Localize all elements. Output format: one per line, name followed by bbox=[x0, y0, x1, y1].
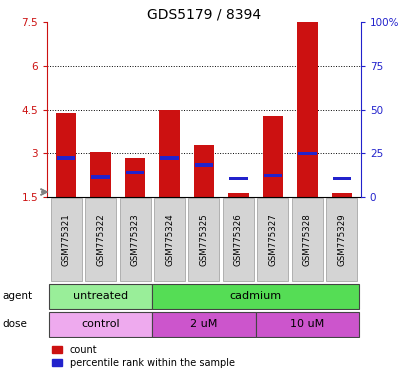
Text: agent: agent bbox=[2, 291, 32, 301]
Bar bbox=[124, 158, 145, 197]
Bar bbox=[56, 113, 76, 197]
FancyBboxPatch shape bbox=[255, 312, 358, 337]
Text: GSM775323: GSM775323 bbox=[130, 214, 139, 266]
Title: GDS5179 / 8394: GDS5179 / 8394 bbox=[146, 7, 261, 21]
Bar bbox=[263, 174, 281, 177]
FancyBboxPatch shape bbox=[154, 198, 184, 281]
FancyBboxPatch shape bbox=[49, 312, 152, 337]
FancyBboxPatch shape bbox=[49, 284, 152, 309]
Bar bbox=[126, 171, 144, 174]
Text: dose: dose bbox=[2, 319, 27, 329]
Legend: count, percentile rank within the sample: count, percentile rank within the sample bbox=[52, 345, 234, 368]
FancyBboxPatch shape bbox=[119, 198, 150, 281]
Text: 10 uM: 10 uM bbox=[290, 319, 324, 329]
FancyBboxPatch shape bbox=[152, 284, 358, 309]
FancyBboxPatch shape bbox=[188, 198, 219, 281]
Text: GSM775325: GSM775325 bbox=[199, 214, 208, 266]
FancyBboxPatch shape bbox=[257, 198, 288, 281]
Text: GSM775322: GSM775322 bbox=[96, 214, 105, 266]
Text: GSM775327: GSM775327 bbox=[268, 214, 277, 266]
FancyBboxPatch shape bbox=[85, 198, 116, 281]
Text: control: control bbox=[81, 319, 119, 329]
Bar bbox=[57, 156, 75, 160]
Text: GSM775328: GSM775328 bbox=[302, 214, 311, 266]
Bar bbox=[262, 116, 283, 197]
Bar bbox=[332, 177, 350, 180]
Text: GSM775324: GSM775324 bbox=[164, 214, 173, 266]
Bar bbox=[229, 177, 247, 180]
Bar bbox=[91, 175, 110, 179]
FancyBboxPatch shape bbox=[50, 198, 81, 281]
Text: cadmium: cadmium bbox=[229, 291, 281, 301]
Bar bbox=[227, 193, 248, 197]
FancyBboxPatch shape bbox=[326, 198, 357, 281]
Text: GSM775321: GSM775321 bbox=[61, 214, 70, 266]
FancyBboxPatch shape bbox=[222, 198, 253, 281]
Bar bbox=[90, 152, 111, 197]
Text: GSM775329: GSM775329 bbox=[337, 214, 346, 266]
Text: untreated: untreated bbox=[73, 291, 128, 301]
Bar bbox=[331, 193, 351, 197]
Bar bbox=[194, 164, 213, 167]
Bar bbox=[296, 22, 317, 197]
Bar bbox=[297, 152, 316, 155]
FancyBboxPatch shape bbox=[152, 312, 255, 337]
Bar bbox=[159, 110, 180, 197]
FancyBboxPatch shape bbox=[291, 198, 322, 281]
Text: GSM775326: GSM775326 bbox=[234, 214, 243, 266]
Text: 2 uM: 2 uM bbox=[190, 319, 217, 329]
Bar bbox=[193, 145, 214, 197]
Bar bbox=[160, 156, 178, 160]
